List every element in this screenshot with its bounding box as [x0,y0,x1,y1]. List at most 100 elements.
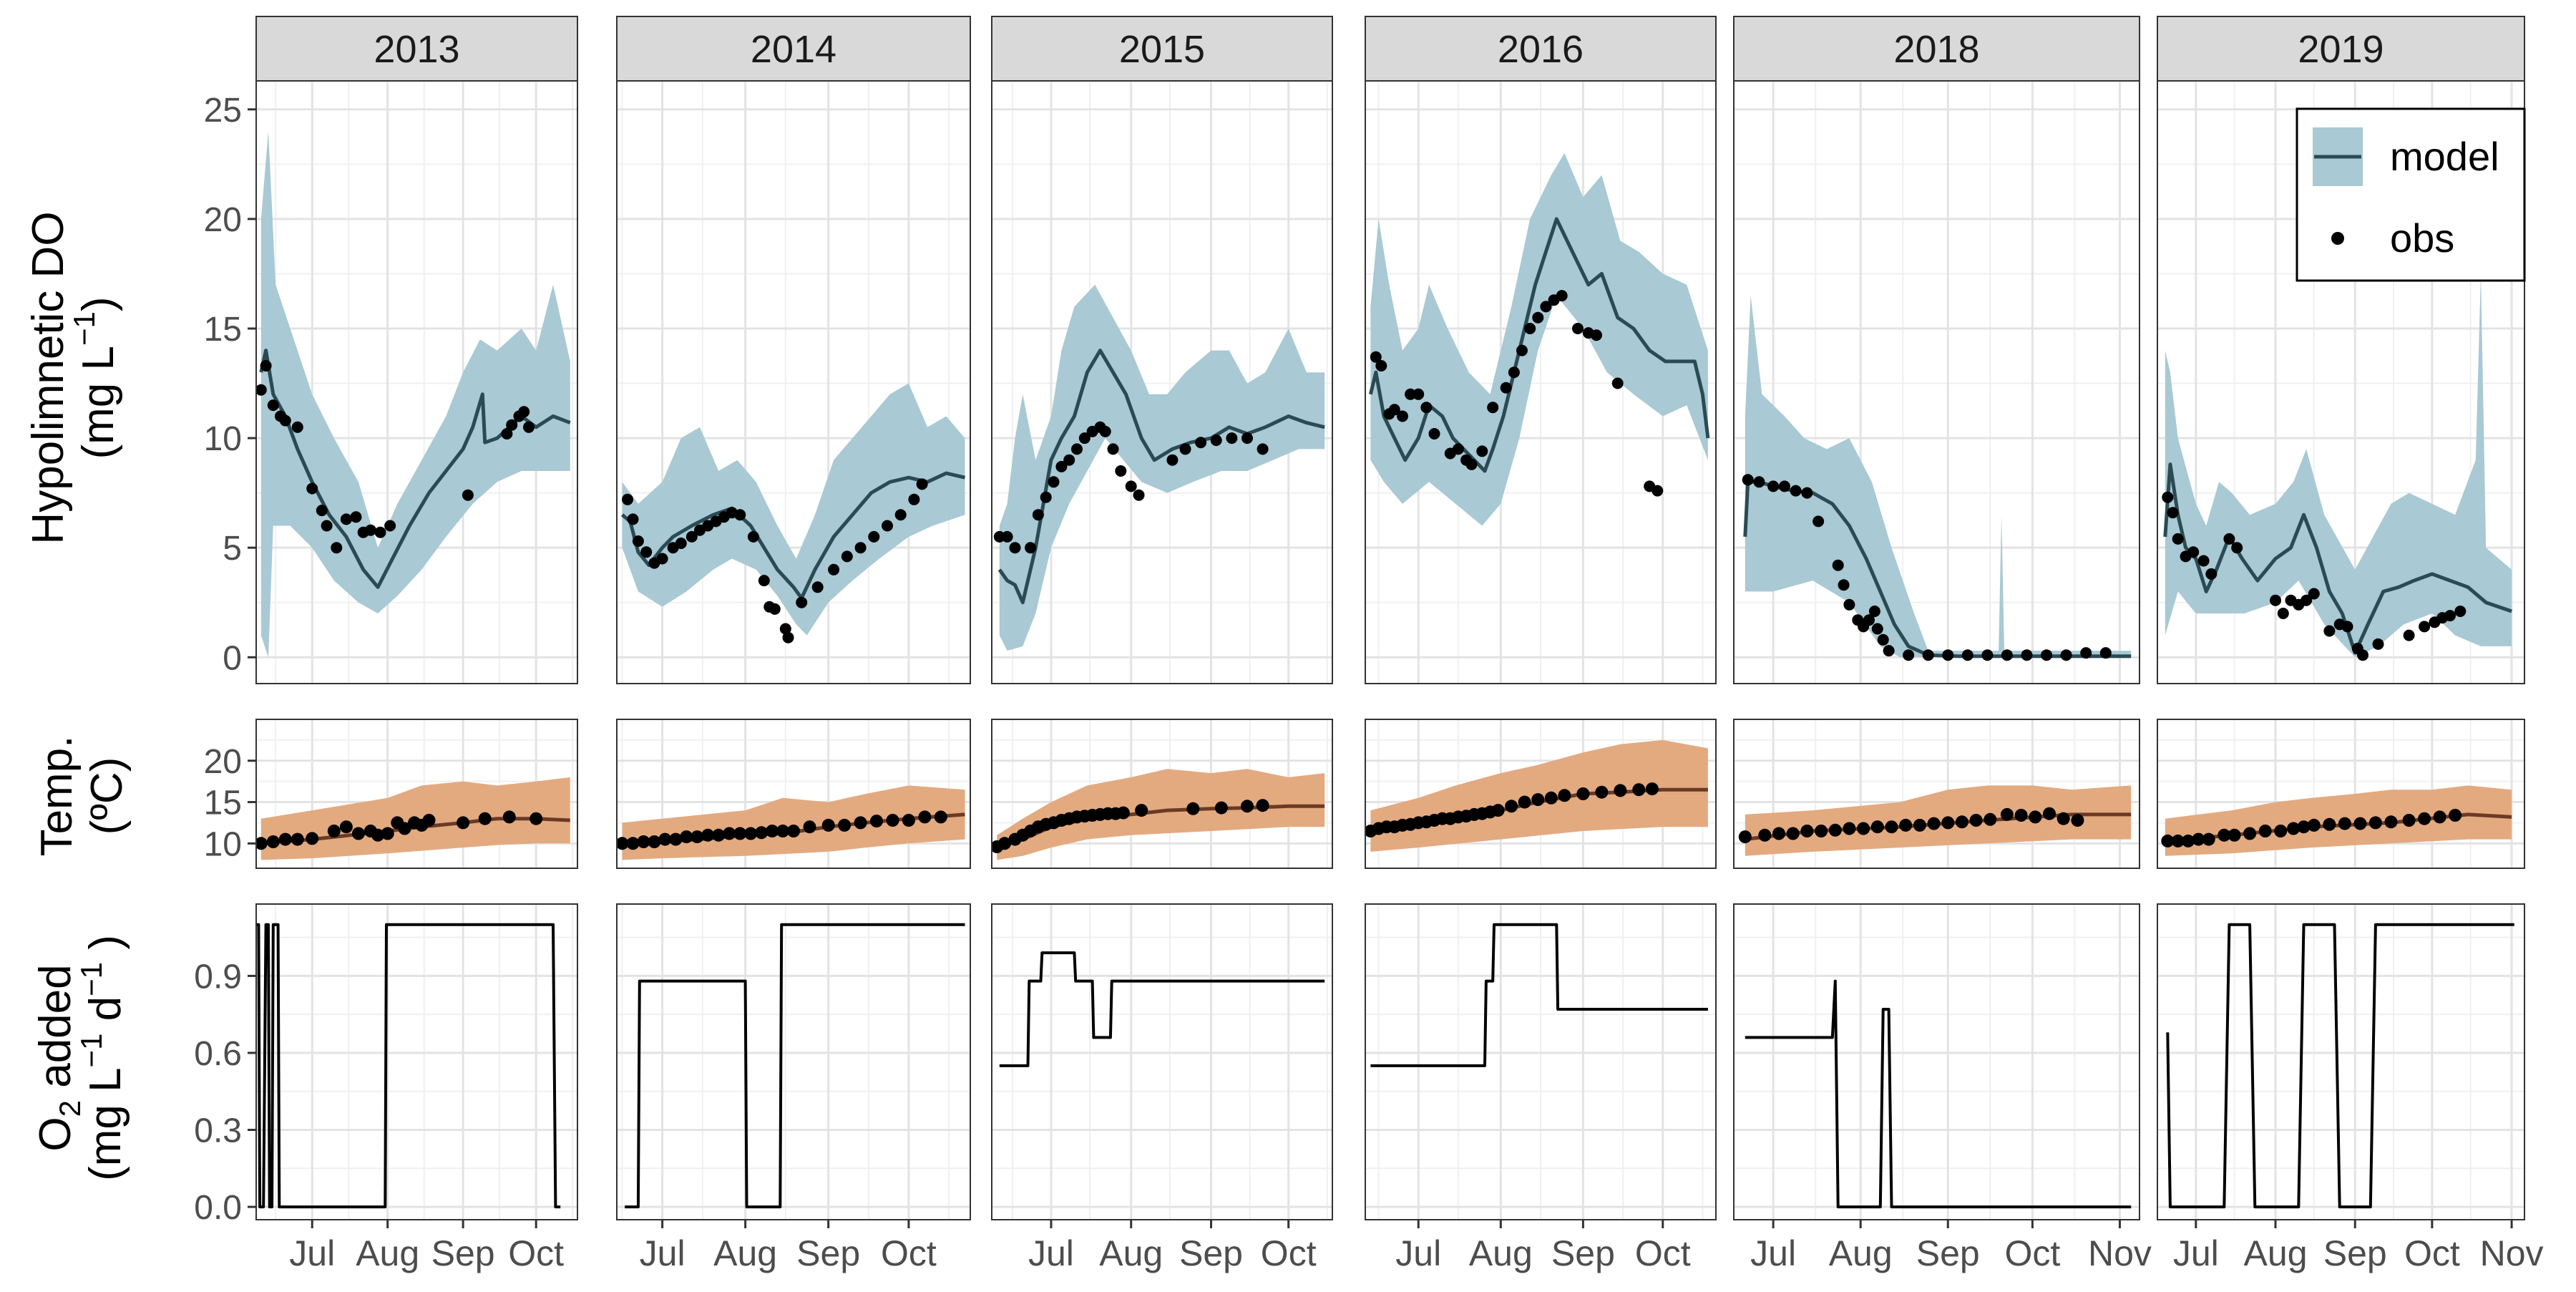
temp-obs-point [2307,818,2321,832]
legend-model-label: model [2390,134,2499,179]
plot-background [992,904,1332,1220]
temp-model-band [997,769,1325,860]
do-obs-point [1877,633,1889,646]
plot-content [620,383,966,643]
do-obs-point [796,596,808,608]
temp-obs-point [2353,817,2367,830]
do-obs-point [1001,530,1013,543]
do-obs-point [350,511,362,523]
do-obs-point [1078,432,1091,445]
do-obs-point [331,542,343,554]
panel-2016-temp [1365,719,1717,869]
plot-background [2157,904,2524,1220]
panel-2018-do [1733,80,2140,684]
temp-obs-point [1772,827,1785,840]
temp-obs-point [1738,830,1752,844]
do-obs-point [1611,377,1624,389]
temp-obs-point [723,827,736,840]
temp-obs-point [1116,806,1130,820]
plot-content [1745,979,2132,1209]
temp-obs-point [278,832,292,846]
do-obs-point [2223,533,2235,545]
do-obs-point [2454,606,2467,617]
panel-2015-do [991,80,1333,684]
do-obs-point [758,575,770,587]
x-tick-label: Sep [431,1233,495,1273]
do-obs-point [2197,555,2210,567]
temp-obs-point [701,828,715,842]
do-obs-point [2099,647,2112,659]
panel-border [991,80,1333,684]
plot-background [1734,904,2140,1220]
strip-label-2019: 2019 [2298,28,2384,71]
panel-2013-o2: 0.0 0.3 0.6 0.9 Jul Aug Sep Oct [194,903,578,1273]
temp-obs-point [669,832,683,846]
temp-obs-point [1576,787,1590,800]
do-obs-point [1210,434,1222,447]
temp-obs-point [637,835,650,848]
panel-border [1365,719,1717,869]
svg-text:(mg L−1 d−1 ): (mg L−1 d−1 ) [74,935,130,1181]
temp-obs-point [2202,832,2215,846]
o2-added-line [1370,923,1708,1067]
do-obs-point [1420,402,1433,414]
plot-background [256,904,577,1220]
do-obs-point [627,513,639,525]
o2-added-line [256,923,561,1209]
x-tick-label: Sep [796,1233,860,1273]
do-obs-point [316,505,328,517]
svg-text:(mg L−1): (mg L−1) [67,296,123,459]
strip-label-2015: 2015 [1119,28,1205,71]
do-obs-point [260,360,272,371]
x-tick-label: Jul [1750,1233,1796,1273]
panel-2015: 2015 Jul Aug Sep Oct [991,16,1333,1273]
temp-obs-point [1899,818,1913,832]
do-obs-point [1257,443,1269,455]
do-obs-point [374,526,386,538]
plot-content [256,131,571,658]
do-model-band [622,383,965,636]
x-tick-label: Jul [1395,1233,1441,1273]
temp-obs-point [2057,812,2070,825]
temp-obs-point [918,810,932,824]
temp-obs-point [1186,802,1200,815]
do-obs-point [279,414,291,427]
y-tick-label-do: 25 [204,92,242,130]
o2-ylabel-sup1: −1 [74,1034,108,1068]
panel-border [991,903,1333,1220]
panel-2013-do: 0 5 10 15 20 25 [204,80,578,684]
temp-obs-point [2287,822,2301,835]
do-obs-point [2403,629,2415,641]
temp-obs-point [2338,817,2351,830]
plot-background [617,904,970,1220]
x-tick-label: Jul [2173,1233,2219,1273]
y-tick-label-do: 15 [204,311,242,349]
do-obs-point [2231,542,2243,554]
temp-obs-point [803,820,816,834]
do-obs-point [1465,458,1478,470]
temp-obs-point [648,835,661,848]
temp-obs-point [339,820,353,834]
do-obs-point [894,509,907,521]
temp-obs-point [1544,791,1558,805]
do-obs-point [2172,533,2184,545]
panel-2016-do [1365,80,1717,684]
strip-2016 [1365,16,1717,82]
svg-text:Temp.: Temp. [32,736,82,857]
panel-border [1365,903,1717,1220]
temp-obs-point [1505,800,1518,813]
temp-obs-point [2433,810,2446,824]
do-obs-point [2341,621,2353,633]
temp-obs-point [1645,782,1659,796]
do-obs-point [1115,465,1127,477]
do-obs-point [1508,366,1520,379]
strip-label-2018: 2018 [1893,28,1979,71]
temp-obs-point [658,832,672,846]
do-obs-point [2021,649,2033,661]
temp-obs-point [1256,799,1269,812]
svg-text:O2 added: O2 added [31,964,87,1151]
temp-obs-point [2297,820,2311,834]
do-obs-point [1071,443,1083,455]
temp-obs-point [776,825,789,837]
temp-obs-point [838,818,852,832]
